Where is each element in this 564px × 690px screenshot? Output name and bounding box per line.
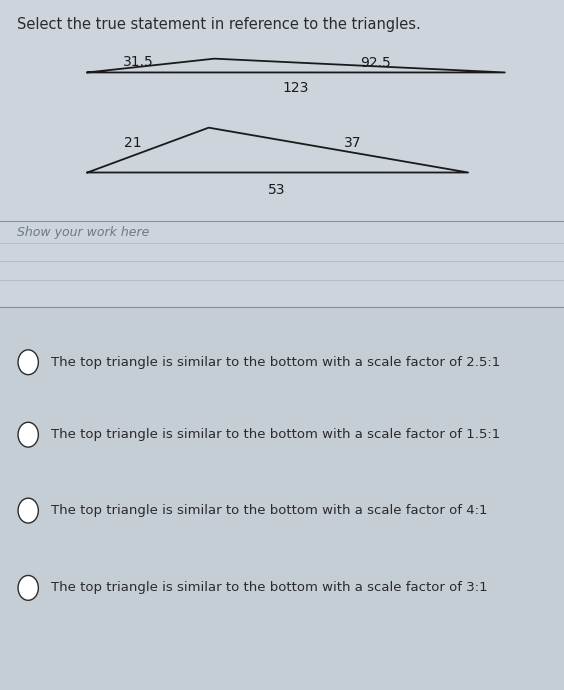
- Text: 37: 37: [343, 136, 362, 150]
- Text: 31.5: 31.5: [123, 55, 153, 69]
- Text: The top triangle is similar to the bottom with a scale factor of 2.5:1: The top triangle is similar to the botto…: [51, 356, 500, 368]
- Text: Show your work here: Show your work here: [17, 226, 149, 239]
- Text: Select the true statement in reference to the triangles.: Select the true statement in reference t…: [17, 17, 421, 32]
- Text: 21: 21: [124, 136, 142, 150]
- Circle shape: [18, 498, 38, 523]
- Text: 123: 123: [283, 81, 309, 95]
- Circle shape: [18, 350, 38, 375]
- Circle shape: [18, 575, 38, 600]
- Bar: [0, 307, 564, 690]
- Text: 92.5: 92.5: [360, 57, 390, 70]
- Text: The top triangle is similar to the bottom with a scale factor of 4:1: The top triangle is similar to the botto…: [51, 504, 487, 517]
- Text: The top triangle is similar to the bottom with a scale factor of 3:1: The top triangle is similar to the botto…: [51, 582, 487, 594]
- Text: The top triangle is similar to the bottom with a scale factor of 1.5:1: The top triangle is similar to the botto…: [51, 428, 500, 441]
- Circle shape: [18, 422, 38, 447]
- Text: 53: 53: [267, 183, 285, 197]
